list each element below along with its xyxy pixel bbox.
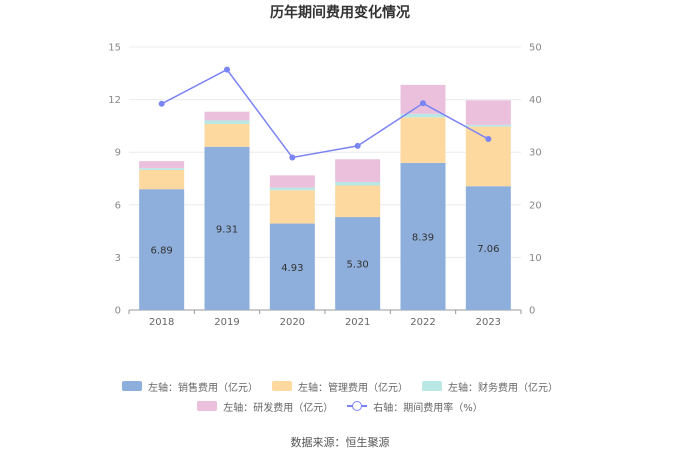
bar-segment — [400, 162, 446, 310]
legend-swatch-rate — [347, 400, 368, 412]
legend-label-rnd: 左轴：研发费用（亿元） — [223, 402, 334, 414]
bar-segment — [400, 84, 446, 114]
chart-title: 历年期间费用变化情况 — [270, 4, 410, 21]
bar-segment — [204, 111, 250, 121]
legend: 左轴：销售费用（亿元） 左轴：管理费用（亿元） 左轴：财务费用（亿元） 左轴：研… — [0, 376, 680, 416]
bar-segment — [465, 126, 511, 187]
bar-segment — [335, 159, 381, 183]
bar-segment — [400, 113, 446, 118]
left-tick-label: 15 — [108, 43, 121, 54]
right-tick-label: 30 — [529, 148, 542, 159]
legend-item-admin[interactable]: 左轴：管理费用（亿元） — [272, 379, 408, 394]
bar-segment — [139, 169, 185, 190]
bar-segment — [335, 217, 381, 310]
legend-swatch-sales — [122, 381, 142, 391]
x-tick-label: 2022 — [410, 317, 435, 328]
legend-item-sales[interactable]: 左轴：销售费用（亿元） — [122, 379, 258, 394]
legend-swatch-admin — [272, 381, 292, 391]
rate-point — [289, 154, 296, 161]
rate-point — [420, 100, 426, 107]
left-tick-label: 3 — [115, 253, 121, 264]
left-tick-label: 0 — [115, 306, 121, 317]
left-axis: 0 3 6 9 12 15 — [108, 43, 121, 317]
rate-point — [158, 100, 165, 107]
bar-segment — [139, 189, 185, 310]
bar-segment — [400, 117, 446, 163]
right-tick-label: 10 — [529, 253, 542, 264]
left-tick-label: 6 — [115, 200, 121, 211]
bar-value-label: 5.30 — [347, 260, 369, 271]
rate-point — [485, 136, 492, 143]
legend-label-admin: 左轴：管理费用（亿元） — [298, 382, 408, 394]
rate-point — [354, 142, 361, 149]
legend-label-sales: 左轴：销售费用（亿元） — [148, 382, 258, 394]
x-tick-label: 2020 — [280, 317, 305, 328]
x-tick-label: 2019 — [214, 317, 239, 328]
x-axis: 2018 2019 2020 2021 2022 2023 — [128, 309, 522, 328]
bar-value-label: 4.93 — [281, 263, 303, 274]
bar-value-label: 9.31 — [216, 224, 238, 235]
bar-segment — [269, 187, 315, 191]
chart-plot: 历年期间费用变化情况 0 3 6 9 12 15 0 10 20 30 40 50 2018 2019… — [108, 4, 542, 328]
right-tick-label: 20 — [529, 200, 542, 211]
bar-value-label: 8.39 — [412, 232, 434, 243]
bar-labels: 6.89 9.31 4.93 5.30 8.39 7.06 — [151, 224, 500, 273]
legend-item-finance[interactable]: 左轴：财务费用（亿元） — [422, 379, 558, 394]
right-tick-label: 40 — [529, 95, 542, 106]
legend-swatch-rnd — [197, 401, 218, 411]
legend-item-rate[interactable]: 右轴：期间费用率（%） — [347, 399, 483, 414]
rate-point — [224, 66, 230, 73]
bar-value-label: 6.89 — [151, 246, 173, 257]
right-tick-label: 50 — [529, 43, 542, 54]
legend-item-rnd[interactable]: 左轴：研发费用（亿元） — [197, 399, 333, 414]
bar-value-label: 7.06 — [477, 244, 499, 255]
bar-segment — [335, 185, 381, 218]
x-tick-label: 2023 — [476, 317, 501, 328]
legend-label-rate: 右轴：期间费用率（%） — [373, 402, 483, 414]
x-tick-label: 2018 — [149, 317, 174, 328]
bar-segment — [204, 120, 250, 124]
right-axis: 0 10 20 30 40 50 — [529, 43, 542, 317]
bar-segment — [269, 190, 315, 224]
bar-segment — [465, 186, 511, 310]
bar-segment — [335, 182, 381, 186]
legend-swatch-finance — [422, 381, 442, 391]
bar-segment — [139, 168, 185, 170]
bar-segment — [465, 124, 511, 127]
rate-line — [158, 66, 492, 161]
legend-label-finance: 左轴：财务费用（亿元） — [448, 382, 558, 394]
bar-segment — [269, 175, 315, 188]
data-source: 数据来源：恒生聚源 — [290, 436, 390, 449]
legend-row-1: 左轴：销售费用（亿元） 左轴：管理费用（亿元） 左轴：财务费用（亿元） — [0, 376, 680, 396]
bar-segment — [139, 161, 185, 169]
right-tick-label: 0 — [529, 306, 535, 317]
bar-segment — [269, 223, 315, 310]
legend-row-2: 左轴：研发费用（亿元） 右轴：期间费用率（%） — [0, 396, 680, 416]
left-tick-label: 12 — [108, 95, 121, 106]
rate-line-path — [161, 68, 489, 159]
bar-segment — [204, 146, 250, 310]
bar-segment — [204, 123, 250, 147]
bar-segment — [465, 100, 511, 125]
x-tick-label: 2021 — [345, 317, 370, 328]
bars — [139, 84, 511, 310]
left-tick-label: 9 — [115, 148, 121, 159]
